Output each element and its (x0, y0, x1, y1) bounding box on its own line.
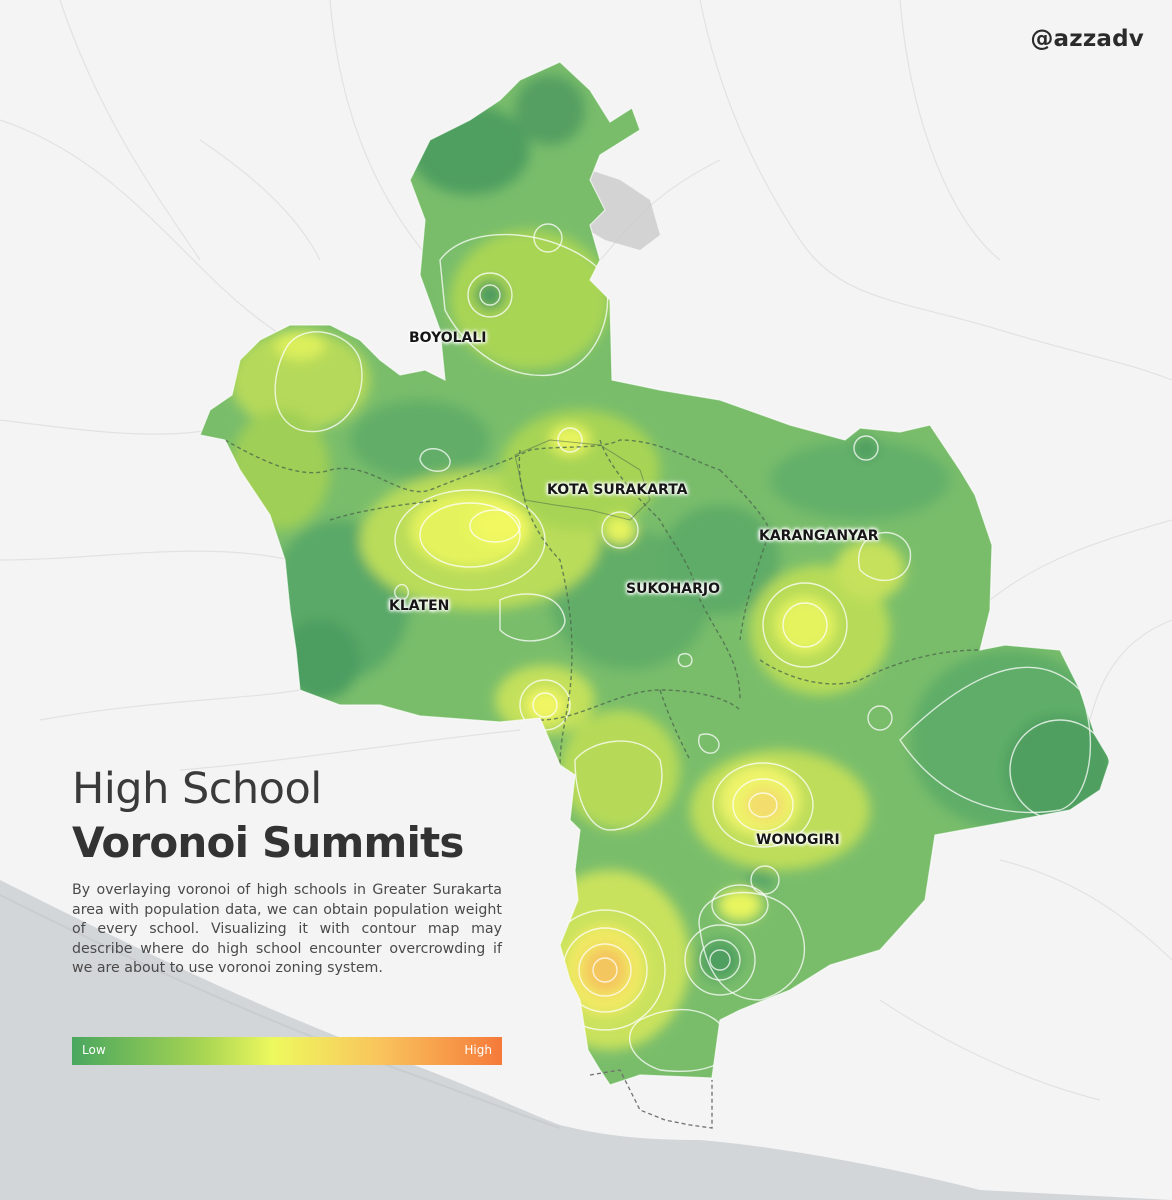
label-boyolali: BOYOLALI (409, 330, 487, 346)
study-area-outline (199, 61, 1111, 1086)
label-wonogiri: WONOGIRI (756, 832, 840, 848)
title-line-2: Voronoi Summits (72, 818, 464, 867)
label-kota-surakarta: KOTA SURAKARTA (547, 482, 688, 498)
label-klaten: KLATEN (389, 598, 450, 614)
title-line-1: High School (72, 764, 322, 814)
province-border (589, 1069, 713, 1129)
author-credit: @azzadv (1030, 26, 1144, 52)
legend-gradient: Low High (72, 1037, 502, 1065)
legend-low-label: Low (82, 1043, 106, 1057)
sea (0, 880, 1172, 1200)
description-text: By overlaying voronoi of high schools in… (72, 882, 502, 977)
label-karanganyar: KARANGANYAR (759, 528, 879, 544)
label-sukoharjo: SUKOHARJO (626, 581, 721, 597)
legend-high-label: High (464, 1043, 492, 1057)
